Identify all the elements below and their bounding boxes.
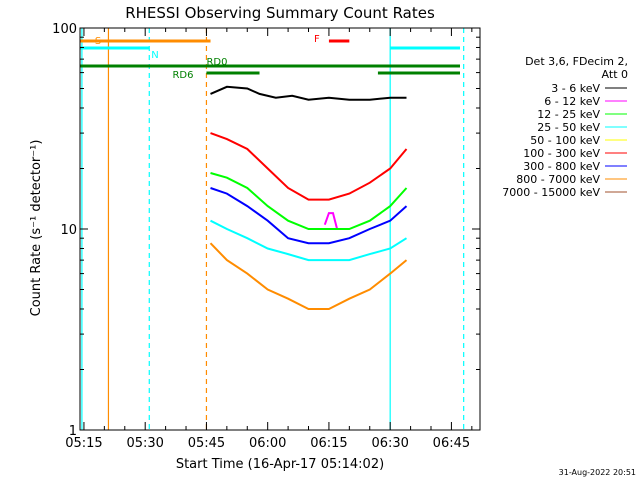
- legend-label-4: 50 - 100 keV: [530, 134, 600, 147]
- series-line-2: [210, 172, 408, 230]
- y-tick-label: 1: [69, 424, 77, 439]
- legend-label-3: 25 - 50 keV: [537, 121, 600, 134]
- flag-label-rd0: RD0: [206, 57, 227, 68]
- y-tick-label: 10: [60, 223, 77, 238]
- x-axis-label: Start Time (16-Apr-17 05:14:02): [176, 457, 384, 472]
- y-axis-label: Count Rate (s⁻¹ detector⁻¹): [29, 140, 44, 317]
- legend-label-5: 100 - 300 keV: [523, 147, 600, 160]
- legend-header: Att 0: [602, 68, 628, 81]
- legend-label-8: 7000 - 15000 keV: [502, 186, 600, 199]
- series-line-0: [210, 85, 407, 101]
- plot-area: S N F RD0 RD6 1 10 100 05:15 05:30 05:45 06:00 06:15…: [52, 22, 481, 451]
- legend-label-7: 800 - 7000 keV: [516, 173, 600, 186]
- legend-label-2: 12 - 25 keV: [537, 108, 600, 121]
- series-line-7: [209, 242, 408, 310]
- flag-label-rd6: RD6: [172, 70, 193, 81]
- legend-header: Det 3,6, FDecim 2,: [525, 55, 628, 68]
- series-line-6: [210, 187, 408, 245]
- flag-label-n: N: [151, 50, 158, 61]
- x-tick-label: 06:15: [310, 436, 347, 451]
- flag-label-f: F: [314, 34, 320, 45]
- x-tick-label: 05:45: [188, 436, 225, 451]
- x-tick-label: 06:45: [433, 436, 470, 451]
- series-line-1: [323, 212, 339, 230]
- footer-timestamp: 31-Aug-2022 20:51: [559, 468, 636, 477]
- legend-label-1: 6 - 12 keV: [544, 95, 600, 108]
- flag-label-s: S: [95, 36, 101, 47]
- series-line-3: [210, 219, 408, 262]
- chart-title: RHESSI Observing Summary Count Rates: [125, 4, 435, 22]
- x-tick-label: 05:30: [126, 436, 163, 451]
- legend-label-6: 300 - 800 keV: [523, 160, 600, 173]
- x-tick-label: 05:15: [65, 436, 102, 451]
- legend-label-0: 3 - 6 keV: [551, 82, 600, 95]
- x-tick-label: 06:30: [371, 436, 408, 451]
- y-tick-label: 100: [52, 22, 77, 37]
- series-line-5: [210, 132, 408, 201]
- x-tick-label: 06:00: [249, 436, 286, 451]
